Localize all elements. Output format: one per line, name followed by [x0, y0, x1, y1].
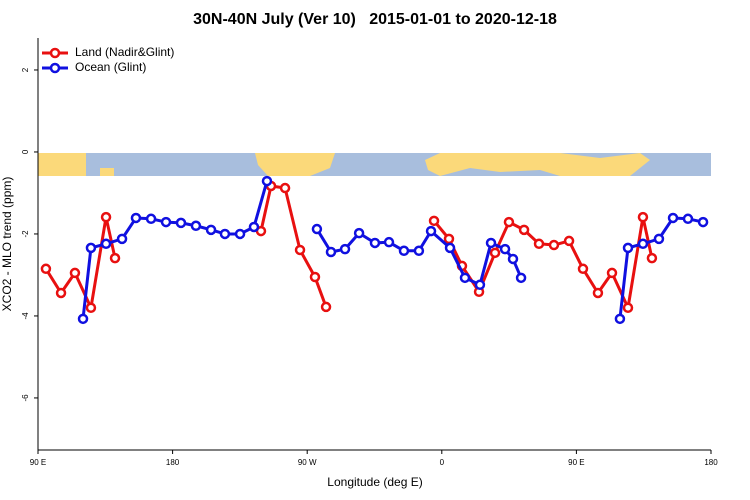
data-point — [353, 227, 365, 239]
data-point — [428, 215, 440, 227]
data-point — [637, 238, 649, 250]
legend-label: Land (Nadir&Glint) — [75, 45, 174, 59]
series-line — [618, 216, 704, 319]
y-axis-label: XCO2 - MLO trend (ppm) — [0, 177, 14, 312]
data-point — [309, 271, 321, 283]
data-point — [646, 252, 658, 264]
data-point — [485, 237, 497, 249]
data-point — [489, 247, 501, 259]
data-point — [614, 313, 626, 325]
data-point — [425, 225, 437, 237]
legend-marker — [49, 62, 61, 74]
data-point — [413, 245, 425, 257]
data-point — [261, 175, 273, 187]
data-point — [85, 302, 97, 313]
data-point — [697, 216, 709, 228]
x-tick-label: 90 E — [30, 458, 46, 467]
data-point — [533, 238, 545, 250]
data-point — [499, 243, 511, 255]
data-point — [294, 244, 306, 256]
data-point — [248, 221, 260, 233]
data-point — [234, 228, 246, 240]
data-point — [320, 301, 332, 313]
x-tick-label: 0 — [440, 458, 445, 467]
data-point — [219, 228, 231, 240]
data-point — [40, 263, 52, 275]
data-point — [459, 272, 471, 284]
data-point — [279, 182, 291, 194]
data-point — [175, 217, 187, 229]
data-point — [311, 223, 323, 235]
data-point — [339, 243, 351, 255]
x-tick-label: 180 — [704, 458, 718, 467]
y-tick-label: -2 — [21, 230, 30, 238]
y-tick-label: -4 — [21, 312, 30, 320]
data-point — [325, 246, 337, 258]
series-line — [259, 184, 328, 308]
x-tick-label: 180 — [166, 458, 180, 467]
data-point — [190, 220, 202, 232]
data-point — [205, 224, 217, 236]
data-point — [109, 252, 121, 264]
data-point — [160, 216, 172, 228]
series-line — [432, 215, 654, 310]
data-point — [518, 224, 530, 236]
chart-title: 30N-40N July (Ver 10) 2015-01-01 to 2020… — [193, 11, 557, 28]
data-point — [444, 242, 456, 254]
data-point — [69, 267, 81, 279]
y-tick-label: 0 — [21, 149, 30, 154]
data-point — [667, 212, 679, 224]
data-point — [145, 213, 157, 225]
data-point — [100, 238, 112, 250]
x-tick-label: 90 E — [568, 458, 584, 467]
y-tick-label: -6 — [21, 394, 30, 402]
data-point — [515, 272, 527, 284]
data-point — [100, 211, 112, 223]
series-line — [315, 228, 523, 287]
data-point — [130, 212, 142, 224]
series-line — [81, 180, 269, 319]
y-tick-label: 2 — [21, 67, 30, 72]
data-point — [682, 213, 694, 225]
data-point — [653, 233, 665, 245]
data-point — [474, 279, 486, 291]
data-point — [369, 237, 381, 249]
data-point — [563, 235, 575, 247]
data-point — [637, 211, 649, 223]
data-point — [507, 253, 519, 265]
data-point — [443, 233, 455, 245]
data-point — [77, 313, 89, 325]
data-point — [577, 263, 589, 275]
data-point — [592, 287, 604, 299]
x-axis-label: Longitude (deg E) — [327, 475, 422, 489]
world-map-strip — [38, 153, 711, 176]
legend-label: Ocean (Glint) — [75, 60, 146, 74]
data-point — [606, 267, 618, 279]
data-point — [383, 236, 395, 248]
data-point — [503, 216, 515, 228]
data-point — [622, 302, 634, 313]
data-point — [622, 242, 634, 254]
x-tick-label: 90 W — [298, 458, 317, 467]
data-point — [55, 287, 67, 299]
data-point — [398, 245, 410, 257]
data-point — [116, 233, 128, 245]
data-point — [85, 242, 97, 254]
legend-marker — [49, 47, 61, 59]
data-point — [548, 239, 560, 251]
